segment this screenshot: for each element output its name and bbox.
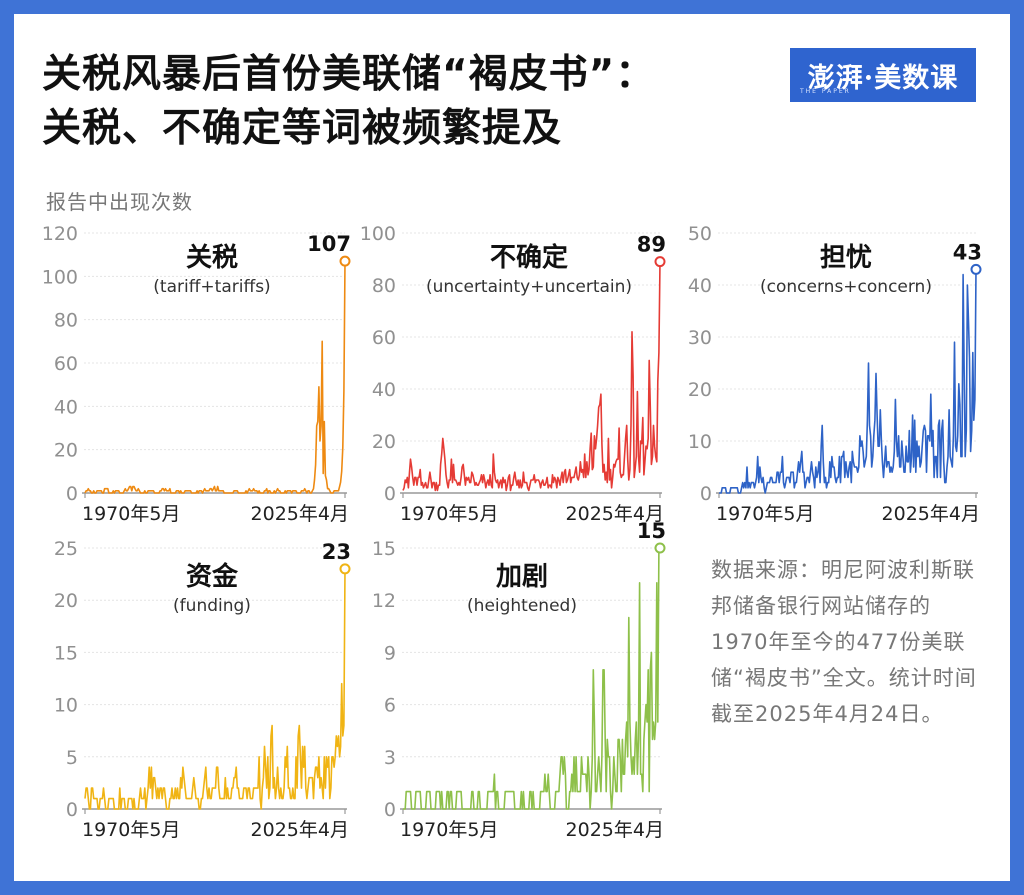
x-start-label: 1970年5月 bbox=[716, 503, 814, 525]
y-tick-label: 100 bbox=[360, 223, 396, 245]
peak-value-label: 89 bbox=[637, 233, 666, 257]
y-tick-label: 30 bbox=[688, 327, 712, 349]
y-tick-label: 20 bbox=[372, 431, 396, 453]
y-tick-label: 3 bbox=[384, 747, 396, 769]
y-tick-label: 60 bbox=[372, 327, 396, 349]
infographic-card: 关税风暴后首份美联储“褐皮书”： 关税、不确定等词被频繁提及 澎湃·美数课 TH… bbox=[14, 14, 1010, 881]
y-tick-label: 20 bbox=[54, 590, 78, 612]
y-tick-label: 20 bbox=[688, 379, 712, 401]
x-end-label: 2025年4月 bbox=[566, 503, 664, 525]
peak-marker bbox=[339, 255, 351, 267]
series-line bbox=[403, 547, 660, 810]
x-start-label: 1970年5月 bbox=[82, 819, 180, 841]
series-line bbox=[84, 568, 346, 810]
chart-subtitle: (tariff+tariffs) bbox=[153, 277, 270, 297]
title-line-2: 关税、不确定等词被频繁提及 bbox=[42, 106, 563, 151]
x-start-label: 1970年5月 bbox=[400, 503, 498, 525]
peak-marker bbox=[339, 563, 351, 575]
y-tick-label: 40 bbox=[54, 396, 78, 418]
y-tick-label: 0 bbox=[384, 799, 396, 821]
series-line bbox=[84, 261, 346, 494]
y-tick-label: 10 bbox=[54, 695, 78, 717]
y-tick-label: 10 bbox=[688, 431, 712, 453]
chart-subtitle: (funding) bbox=[173, 596, 251, 616]
chart-title: 加剧 bbox=[496, 562, 548, 592]
chart-subtitle: (heightened) bbox=[467, 596, 577, 616]
y-tick-label: 80 bbox=[54, 310, 78, 332]
page-title: 关税风暴后首份美联储“褐皮书”： 关税、不确定等词被频繁提及 bbox=[42, 48, 762, 156]
peak-marker bbox=[970, 263, 982, 275]
x-start-label: 1970年5月 bbox=[400, 819, 498, 841]
y-tick-label: 6 bbox=[384, 695, 396, 717]
y-tick-label: 15 bbox=[372, 538, 396, 560]
y-unit-label: 报告中出现次数 bbox=[46, 190, 193, 214]
y-tick-label: 25 bbox=[54, 538, 78, 560]
peak-marker bbox=[654, 542, 666, 554]
logo-subtext: THE PAPER bbox=[800, 88, 851, 95]
y-tick-label: 80 bbox=[372, 275, 396, 297]
peak-value-label: 107 bbox=[307, 232, 351, 256]
y-tick-label: 60 bbox=[54, 353, 78, 375]
y-tick-label: 40 bbox=[372, 379, 396, 401]
y-tick-label: 0 bbox=[384, 483, 396, 505]
peak-value-label: 43 bbox=[953, 240, 982, 264]
x-end-label: 2025年4月 bbox=[251, 819, 349, 841]
chart-title: 不确定 bbox=[490, 242, 568, 273]
x-end-label: 2025年4月 bbox=[566, 819, 664, 841]
chart-title: 担忧 bbox=[820, 243, 872, 273]
x-end-label: 2025年4月 bbox=[251, 503, 349, 525]
y-tick-label: 5 bbox=[66, 747, 78, 769]
x-start-label: 1970年5月 bbox=[82, 503, 180, 525]
chart-title: 资金 bbox=[186, 561, 239, 592]
title-line-1: 关税风暴后首份美联储“褐皮书”： bbox=[42, 52, 656, 97]
y-tick-label: 100 bbox=[42, 266, 78, 288]
series-line bbox=[402, 261, 661, 492]
y-tick-label: 9 bbox=[384, 642, 396, 664]
y-tick-label: 15 bbox=[54, 642, 78, 664]
y-tick-label: 40 bbox=[688, 275, 712, 297]
publisher-logo: 澎湃·美数课 THE PAPER bbox=[790, 48, 976, 102]
y-tick-label: 120 bbox=[42, 223, 78, 245]
y-tick-label: 50 bbox=[688, 223, 712, 245]
chart-title: 关税 bbox=[186, 243, 238, 273]
x-end-label: 2025年4月 bbox=[882, 503, 980, 525]
y-tick-label: 20 bbox=[54, 440, 78, 462]
chart-subtitle: (concerns+concern) bbox=[760, 277, 932, 297]
series-line bbox=[719, 269, 977, 494]
chart-subtitle: (uncertainty+uncertain) bbox=[426, 277, 632, 297]
y-tick-label: 0 bbox=[66, 483, 78, 505]
peak-marker bbox=[654, 256, 666, 268]
y-tick-label: 0 bbox=[700, 483, 712, 505]
logo-text: 澎湃·美数课 bbox=[807, 63, 959, 94]
y-tick-label: 12 bbox=[372, 590, 396, 612]
peak-value-label: 23 bbox=[322, 540, 351, 564]
source-note: 数据来源：明尼阿波利斯联邦储备银行网站储存的1970年至今的477份美联储“褐皮… bbox=[711, 558, 977, 726]
peak-value-label: 15 bbox=[637, 519, 666, 543]
y-tick-label: 0 bbox=[66, 799, 78, 821]
